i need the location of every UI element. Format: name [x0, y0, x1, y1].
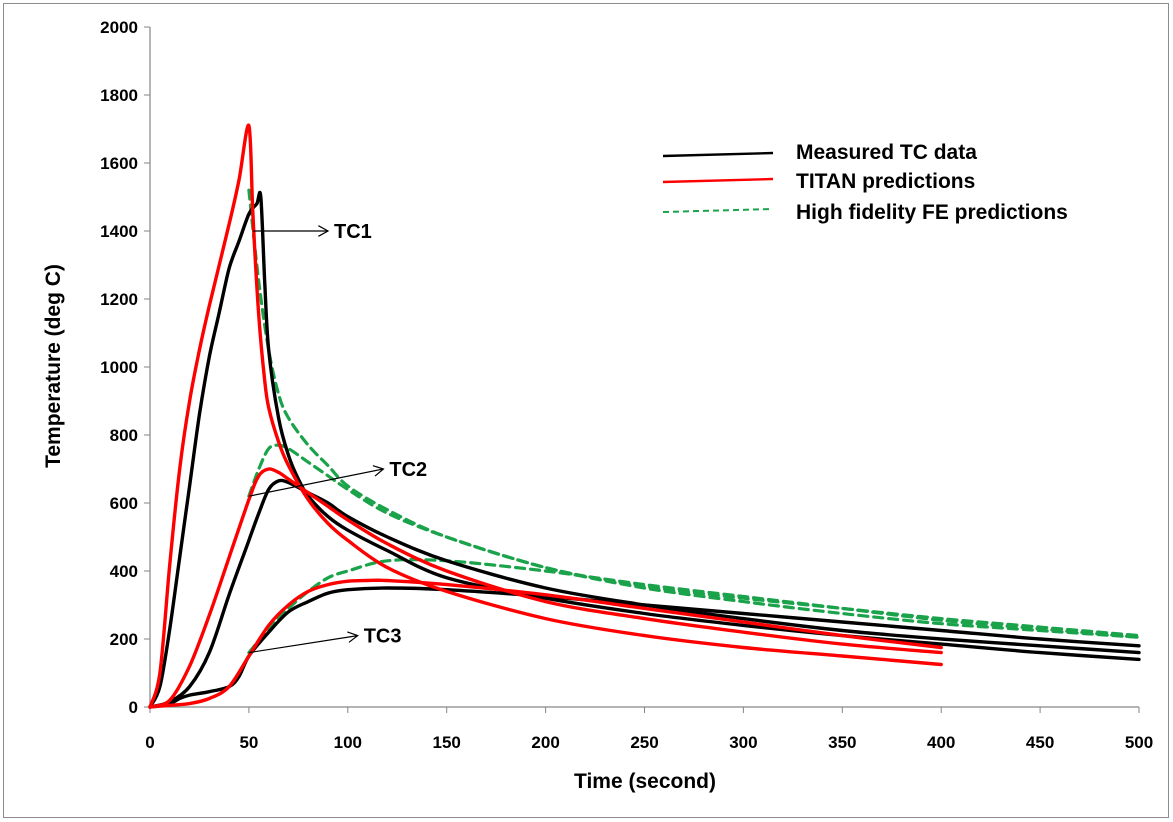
series-layer: [148, 123, 1141, 709]
series-tc3-measured-line: [148, 586, 1141, 709]
x-tick-label: 50: [239, 733, 258, 752]
annotation-arrow-line: [248, 468, 384, 497]
y-tick-label: 1400: [100, 222, 138, 241]
x-tick-label: 0: [145, 733, 154, 752]
legend-label: TITAN predictions: [796, 170, 975, 193]
y-tick-label: 400: [110, 562, 138, 581]
legend-swatch: [662, 177, 774, 184]
x-tick-label: 400: [927, 733, 955, 752]
legend-swatch: [662, 208, 774, 213]
annotation-label: TC3: [364, 626, 402, 648]
annotation-arrow-head: [347, 631, 359, 643]
y-tick-label: 200: [110, 630, 138, 649]
y-tick-label: 1200: [100, 290, 138, 309]
legend: Measured TC data TITAN predictions High fi…: [662, 141, 1068, 224]
y-tick-label: 1600: [100, 154, 138, 173]
y-tick-label: 600: [110, 494, 138, 513]
annotation-label: TC2: [389, 459, 427, 481]
legend-label: High fidelity FE predictions: [796, 201, 1068, 224]
annotation-layer: TC1 TC2 TC3: [248, 221, 427, 654]
series-tc1-titan-line: [148, 123, 943, 709]
y-tick-label: 0: [129, 698, 138, 717]
y-tick-label: 1800: [100, 86, 138, 105]
annotation-arrow-line: [248, 635, 358, 654]
series-tc1-measured-line: [148, 190, 1141, 709]
x-tick-label: 450: [1026, 733, 1054, 752]
series-tc1-fe-line: [247, 188, 1141, 639]
series-tc2-measured-line: [148, 478, 1141, 709]
x-tick-label: 150: [433, 733, 461, 752]
x-tick-label: 250: [630, 733, 658, 752]
y-tick-label: 800: [110, 426, 138, 445]
y-tick-label: 2000: [100, 18, 138, 37]
series-tc2-titan-line: [148, 467, 943, 709]
x-axis-title: Time (second): [574, 770, 716, 793]
x-tick-label: 500: [1125, 733, 1153, 752]
legend-swatch: [662, 151, 774, 158]
x-tick-label: 100: [334, 733, 362, 752]
annotation-arrow-head: [318, 225, 330, 237]
x-tick-label: 300: [729, 733, 757, 752]
y-tick-label: 1000: [100, 358, 138, 377]
annotation-arrow-head: [372, 465, 385, 477]
x-tick-label: 350: [828, 733, 856, 752]
annotation-label: TC1: [334, 221, 372, 243]
axes: 0 50 100 150 200 250 300 350 400 450 500 0 200 400 600…: [100, 18, 1153, 752]
y-axis-title: Temperature (deg C): [42, 264, 65, 468]
legend-label: Measured TC data: [796, 141, 977, 164]
chart-frame: [3, 3, 1169, 818]
x-tick-label: 200: [531, 733, 559, 752]
series-tc3-titan-line: [148, 578, 943, 709]
